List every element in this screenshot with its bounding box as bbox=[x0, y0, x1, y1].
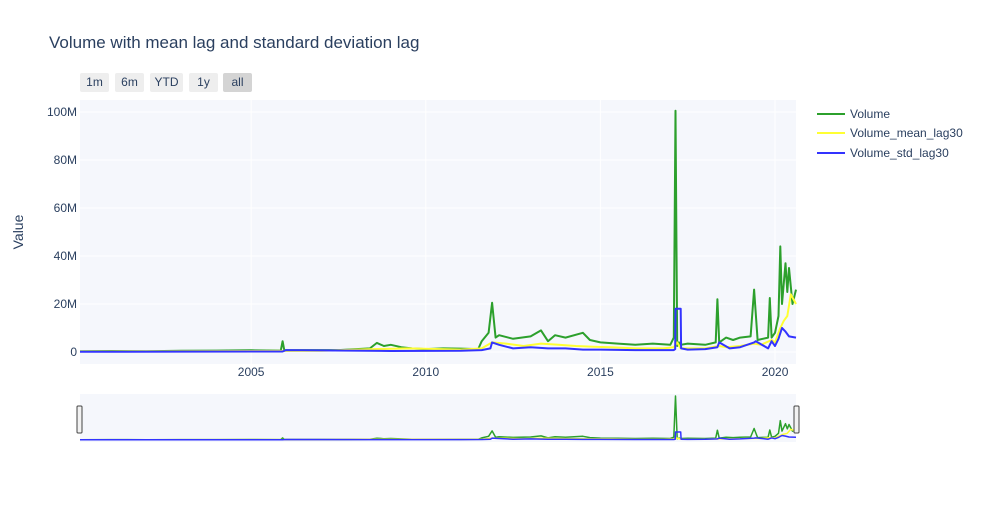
legend-label: Volume_std_lag30 bbox=[850, 146, 949, 160]
y-tick-label: 60M bbox=[54, 201, 77, 215]
range-slider[interactable] bbox=[80, 394, 796, 442]
legend-item-volume[interactable]: Volume bbox=[817, 107, 890, 121]
series-line-1 bbox=[79, 293, 797, 353]
series-line-2 bbox=[79, 307, 797, 353]
plot-area[interactable] bbox=[80, 100, 796, 364]
legend-item-volume-mean-lag30[interactable]: Volume_mean_lag30 bbox=[817, 126, 963, 140]
x-tick-label: 2020 bbox=[762, 365, 789, 379]
x-tick-label: 2015 bbox=[587, 365, 614, 379]
slider-series-line-2 bbox=[80, 431, 797, 441]
y-tick-label: 40M bbox=[54, 249, 77, 263]
range-button-1y[interactable]: 1y bbox=[189, 73, 218, 92]
y-axis: 0 20M 40M 60M 80M 100M bbox=[47, 105, 77, 359]
range-button-6m[interactable]: 6m bbox=[115, 73, 144, 92]
range-slider-series bbox=[79, 395, 797, 441]
y-tick-label: 80M bbox=[54, 153, 77, 167]
range-button-ytd[interactable]: YTD bbox=[150, 73, 183, 92]
range-button-1m[interactable]: 1m bbox=[80, 73, 109, 92]
range-button-all[interactable]: all bbox=[223, 73, 252, 92]
x-tick-label: 2010 bbox=[412, 365, 439, 379]
range-slider-right-handle[interactable] bbox=[793, 405, 800, 434]
y-tick-label: 20M bbox=[54, 297, 77, 311]
chart-title: Volume with mean lag and standard deviat… bbox=[49, 33, 420, 52]
legend-label: Volume bbox=[850, 107, 890, 121]
y-axis-title: Value bbox=[10, 214, 26, 249]
legend: Volume Volume_mean_lag30 Volume_std_lag3… bbox=[817, 107, 963, 160]
legend-item-volume-std-lag30[interactable]: Volume_std_lag30 bbox=[817, 146, 949, 160]
main-series-group bbox=[79, 109, 797, 353]
range-slider-left-handle[interactable] bbox=[76, 405, 83, 434]
legend-label: Volume_mean_lag30 bbox=[850, 126, 963, 140]
x-axis: 2005 2010 2015 2020 bbox=[238, 365, 789, 379]
y-tick-label: 100M bbox=[47, 105, 77, 119]
y-tick-label: 0 bbox=[70, 345, 77, 359]
x-tick-label: 2005 bbox=[238, 365, 265, 379]
